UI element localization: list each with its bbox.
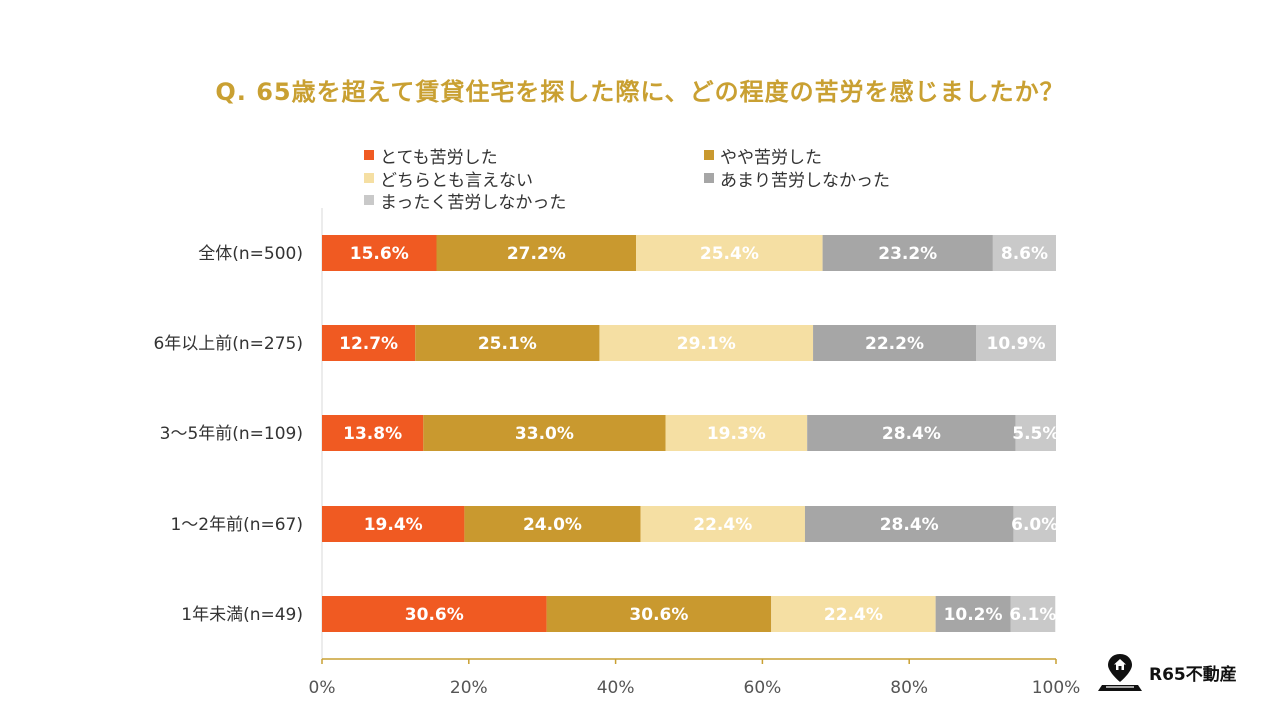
legend-item-somewhat-hard: やや苦労した [704, 144, 822, 168]
legend-label: やや苦労した [720, 147, 822, 168]
x-tick-label: 0% [309, 678, 336, 698]
bar-data-label: 6.0% [1011, 515, 1058, 535]
category-label: 全体(n=500) [198, 244, 303, 264]
bar-data-label: 27.2% [507, 244, 566, 264]
bar-data-label: 12.7% [339, 334, 398, 354]
bar-segment [636, 235, 823, 271]
brand-name: R65不動産 [1149, 664, 1237, 685]
legend-item-not-very-hard: あまり苦労しなかった [704, 167, 890, 191]
x-tick-label: 20% [450, 678, 488, 698]
bar-segment [813, 325, 976, 361]
legend-item-very-hard: とても苦労した [364, 144, 498, 168]
legend-swatch [364, 195, 374, 205]
legend-swatch [364, 150, 374, 160]
bar-data-label: 8.6% [1001, 244, 1048, 264]
bar-data-label: 6.1% [1009, 605, 1056, 625]
bar-data-label: 28.4% [882, 424, 941, 444]
bar-segment [322, 235, 437, 271]
legend-label: あまり苦労しなかった [720, 170, 890, 191]
legend-label: まったく苦労しなかった [380, 192, 567, 213]
bar-data-label: 22.4% [693, 515, 752, 535]
bar-segment [1010, 596, 1056, 632]
bar-data-label: 5.5% [1012, 424, 1059, 444]
bar-segment [771, 596, 936, 632]
bar-data-label: 10.2% [944, 605, 1003, 625]
bar-segment [1013, 506, 1056, 542]
bar-data-label: 23.2% [878, 244, 937, 264]
legend-swatch [364, 173, 374, 183]
bar-segment [599, 325, 814, 361]
bar-segment [807, 415, 1016, 451]
legend-item-not-hard-at-all: まったく苦労しなかった [364, 189, 567, 213]
bar-segment [322, 506, 465, 542]
bar-segment [804, 506, 1014, 542]
x-tick-label: 60% [744, 678, 782, 698]
bar-data-label: 19.3% [707, 424, 766, 444]
bar-segment [975, 325, 1056, 361]
category-label: 1～2年前(n=67) [170, 515, 303, 535]
legend-label: どちらとも言えない [380, 170, 533, 191]
bar-segment [1015, 415, 1056, 451]
bar-segment [423, 415, 666, 451]
legend-item-neutral: どちらとも言えない [364, 167, 533, 191]
bar-data-label: 22.4% [824, 605, 883, 625]
category-label: 1年未満(n=49) [181, 605, 303, 625]
bar-segment [415, 325, 600, 361]
chart-title: Q. 65歳を超えて賃貸住宅を探した際に、どの程度の苦労を感じましたか？ [215, 78, 1065, 106]
x-tick-label: 40% [597, 678, 635, 698]
bar-data-label: 24.0% [523, 515, 582, 535]
bar-data-label: 28.4% [880, 515, 939, 535]
bar-data-label: 33.0% [515, 424, 574, 444]
brand-logo: R65不動産 [1097, 652, 1237, 692]
bar-segment [640, 506, 805, 542]
bar-data-label: 22.2% [865, 334, 924, 354]
bar-segment [935, 596, 1011, 632]
x-tick-label: 100% [1032, 678, 1081, 698]
bar-data-label: 15.6% [350, 244, 409, 264]
bar-segment [822, 235, 993, 271]
bar-segment [665, 415, 808, 451]
legend-label: とても苦労した [380, 147, 498, 168]
category-label: 6年以上前(n=275) [153, 334, 303, 354]
x-tick-label: 80% [890, 678, 928, 698]
bar-data-label: 13.8% [343, 424, 402, 444]
legend-swatch [704, 173, 714, 183]
bar-data-label: 19.4% [364, 515, 423, 535]
bar-segment [436, 235, 637, 271]
bar-data-label: 10.9% [987, 334, 1046, 354]
bar-segment [992, 235, 1056, 271]
category-label: 3～5年前(n=109) [160, 424, 303, 444]
bar-data-label: 25.1% [478, 334, 537, 354]
home-pin-icon [1098, 654, 1142, 691]
bar-segment [464, 506, 641, 542]
legend-swatch [704, 150, 714, 160]
bar-data-label: 25.4% [700, 244, 759, 264]
bar-segment [322, 415, 424, 451]
bar-segment [322, 596, 547, 632]
bar-segment [322, 325, 416, 361]
bar-segment [546, 596, 772, 632]
bar-data-label: 29.1% [677, 334, 736, 354]
bar-data-label: 30.6% [629, 605, 688, 625]
bar-data-label: 30.6% [405, 605, 464, 625]
